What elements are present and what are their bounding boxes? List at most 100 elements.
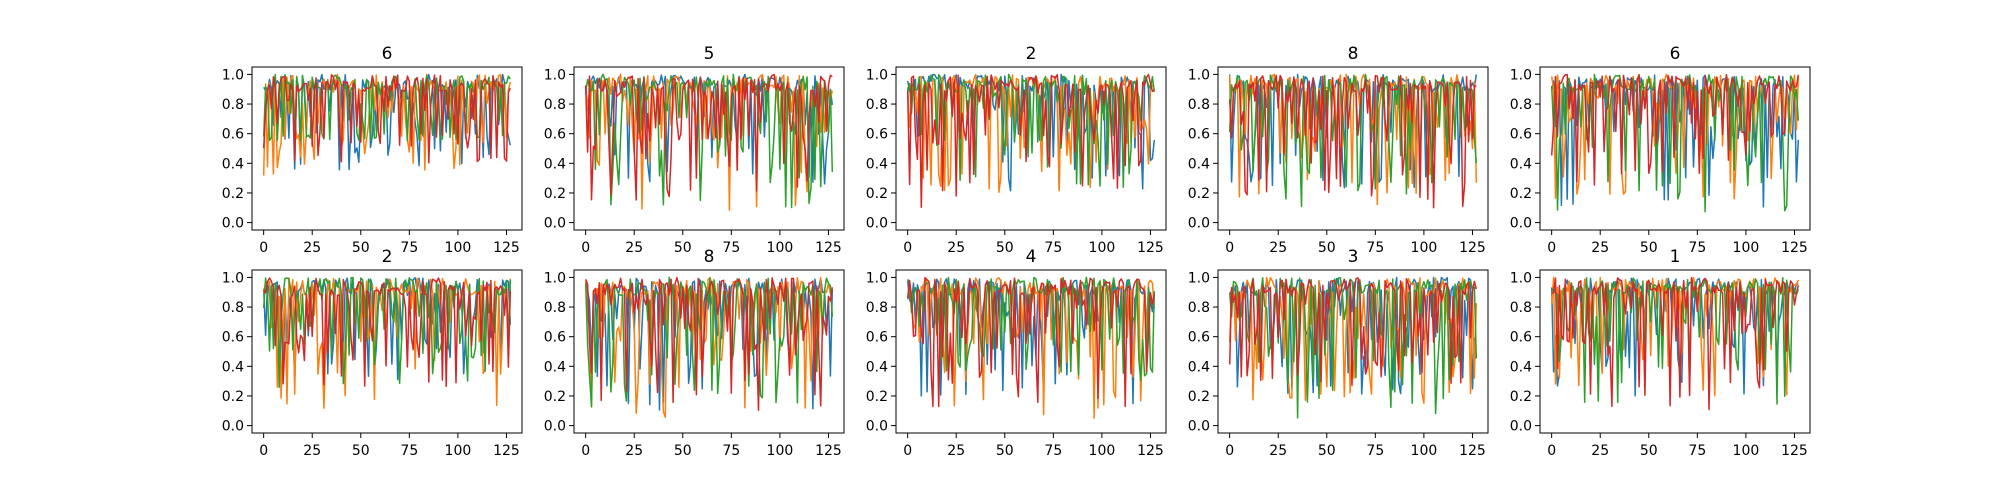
y-tick-label: 1.0 (1510, 67, 1532, 83)
y-tick-label: 0.2 (544, 186, 566, 202)
y-tick-label: 0.8 (866, 97, 888, 113)
axes-frame (573, 66, 845, 231)
subplot-5: 0 25 50 75 100 125 0.0 0.2 0.4 0.6 0.8 1.0 6 (1510, 44, 1811, 256)
x-tick-label: 0 (1547, 443, 1556, 459)
y-tick-label: 0.4 (1510, 359, 1532, 375)
subplot-6: 0 25 50 75 100 125 0.0 0.2 0.4 0.6 0.8 1.0 2 (222, 247, 523, 459)
x-tick-label: 0 (1225, 443, 1234, 459)
x-tick-label: 125 (1459, 240, 1486, 256)
y-tick-label: 0.8 (1188, 97, 1210, 113)
subplot-title: 6 (1670, 44, 1681, 64)
x-tick-label: 25 (303, 443, 321, 459)
y-tick-label: 1.0 (1188, 270, 1210, 286)
x-tick-label: 100 (1089, 443, 1116, 459)
x-tick-label: 25 (1591, 240, 1609, 256)
y-tick-label: 0.0 (1188, 216, 1210, 232)
x-tick-label: 125 (1137, 240, 1164, 256)
x-tick-label: 100 (445, 240, 472, 256)
x-tick-label: 125 (1459, 443, 1486, 459)
axes-frame (573, 269, 845, 434)
y-tick-label: 0.0 (222, 216, 244, 232)
y-tick-label: 0.8 (1510, 97, 1532, 113)
axes-frame (251, 66, 523, 231)
y-tick-label: 1.0 (866, 270, 888, 286)
x-tick-label: 100 (767, 240, 794, 256)
subplot-1: 0 25 50 75 100 125 0.0 0.2 0.4 0.6 0.8 1.0 6 (222, 44, 523, 256)
y-tick-label: 1.0 (1188, 67, 1210, 83)
y-tick-label: 0.6 (1510, 330, 1532, 346)
x-tick-label: 100 (1411, 240, 1438, 256)
series-line-4 (1550, 73, 1800, 186)
subplot-title: 2 (382, 247, 393, 267)
x-tick-label: 0 (581, 240, 590, 256)
x-tick-label: 125 (1781, 443, 1808, 459)
x-tick-label: 25 (1591, 443, 1609, 459)
x-tick-label: 100 (1733, 443, 1760, 459)
subplot-2: 0 25 50 75 100 125 0.0 0.2 0.4 0.6 0.8 1.0 5 (544, 44, 845, 256)
y-tick-label: 0.2 (1188, 186, 1210, 202)
y-tick-label: 0.2 (866, 389, 888, 405)
subplot-title: 3 (1348, 247, 1359, 267)
series-line-4 (906, 73, 1155, 209)
x-tick-label: 50 (674, 443, 692, 459)
x-tick-label: 25 (1269, 443, 1287, 459)
axes-frame (251, 269, 523, 434)
y-tick-label: 0.8 (222, 300, 244, 316)
x-tick-label: 25 (947, 443, 965, 459)
series-line-4 (1228, 74, 1477, 209)
y-tick-label: 1.0 (1510, 270, 1532, 286)
y-tick-label: 0.2 (222, 186, 244, 202)
y-tick-label: 0.4 (544, 359, 566, 375)
y-tick-label: 0.2 (1510, 389, 1532, 405)
x-tick-label: 125 (493, 443, 520, 459)
x-tick-label: 0 (903, 443, 912, 459)
y-tick-label: 0.2 (1188, 389, 1210, 405)
y-tick-label: 0.6 (544, 127, 566, 143)
series-line-4 (906, 277, 1156, 408)
x-tick-label: 50 (996, 240, 1014, 256)
series-line-1 (906, 73, 1156, 192)
x-tick-label: 125 (815, 443, 842, 459)
series-line-3 (1228, 277, 1478, 419)
x-tick-label: 75 (1044, 443, 1062, 459)
x-tick-label: 25 (947, 240, 965, 256)
series-line-2 (906, 73, 1155, 194)
axes-frame (1217, 269, 1489, 434)
x-tick-label: 75 (400, 443, 418, 459)
y-tick-label: 1.0 (222, 67, 244, 83)
x-tick-label: 25 (625, 443, 643, 459)
y-tick-label: 0.8 (866, 300, 888, 316)
y-tick-label: 0.0 (1510, 216, 1532, 232)
y-tick-label: 0.4 (1188, 359, 1210, 375)
y-tick-label: 0.6 (1188, 127, 1210, 143)
y-tick-label: 1.0 (866, 67, 888, 83)
x-tick-label: 125 (815, 240, 842, 256)
y-tick-label: 0.6 (866, 127, 888, 143)
x-tick-label: 50 (1640, 443, 1658, 459)
axes-frame (895, 269, 1167, 434)
y-tick-label: 0.4 (222, 359, 244, 375)
y-tick-label: 0.0 (1188, 419, 1210, 435)
axes-frame (1217, 66, 1489, 231)
subplot-3: 0 25 50 75 100 125 0.0 0.2 0.4 0.6 0.8 1.0 2 (866, 44, 1167, 256)
x-tick-label: 100 (1089, 240, 1116, 256)
x-tick-label: 0 (259, 443, 268, 459)
x-tick-label: 75 (1688, 443, 1706, 459)
y-tick-label: 0.6 (866, 330, 888, 346)
x-tick-label: 50 (352, 443, 370, 459)
series-line-3 (1228, 74, 1478, 208)
y-tick-label: 0.6 (222, 127, 244, 143)
y-tick-label: 0.8 (544, 300, 566, 316)
x-tick-label: 50 (352, 240, 370, 256)
x-tick-label: 75 (722, 443, 740, 459)
y-tick-label: 0.4 (1510, 156, 1532, 172)
axes-frame (1539, 269, 1811, 434)
series-line-4 (584, 73, 833, 201)
x-tick-label: 25 (1269, 240, 1287, 256)
axes-frame (1539, 66, 1811, 231)
x-tick-label: 100 (1411, 443, 1438, 459)
y-tick-label: 0.4 (1188, 156, 1210, 172)
x-tick-label: 75 (1366, 443, 1384, 459)
x-tick-label: 50 (1318, 240, 1336, 256)
